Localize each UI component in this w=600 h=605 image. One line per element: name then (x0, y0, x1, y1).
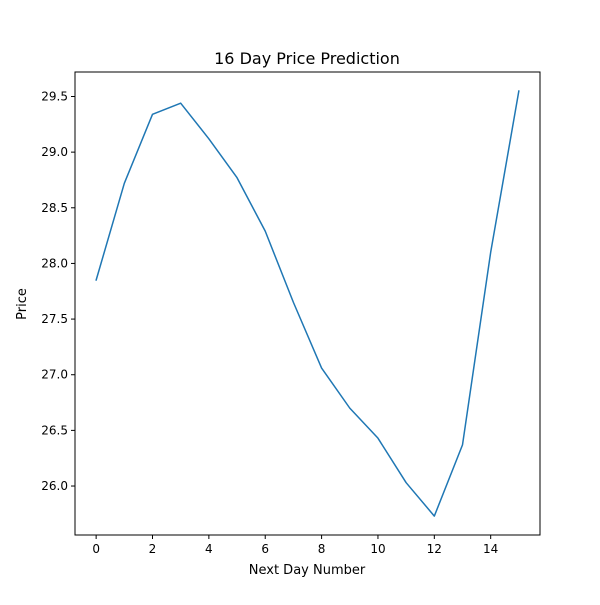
x-tick-label: 8 (318, 542, 326, 556)
x-tick-label: 12 (427, 542, 442, 556)
y-tick-label: 29.0 (41, 145, 68, 159)
x-axis-label: Next Day Number (249, 563, 366, 578)
y-tick-label: 26.0 (41, 479, 68, 493)
x-tick-label: 6 (261, 542, 269, 556)
x-tick-label: 10 (370, 542, 385, 556)
x-tick-label: 14 (483, 542, 498, 556)
y-tick-label: 27.5 (41, 312, 68, 326)
chart-title: 16 Day Price Prediction (214, 49, 400, 68)
plot-area-frame (75, 72, 540, 535)
series-line (96, 91, 519, 516)
y-tick-label: 27.0 (41, 368, 68, 382)
x-tick-label: 4 (205, 542, 213, 556)
y-tick-label: 29.5 (41, 89, 68, 103)
y-tick-label: 26.5 (41, 423, 68, 437)
y-axis-label: Price (15, 288, 30, 320)
x-tick-label: 2 (149, 542, 157, 556)
axis-ticks: 0 2 4 6 8 10 12 14 26.0 26.5 27.0 27.5 28.0 28.5 29.0 2… (41, 89, 498, 556)
y-tick-label: 28.0 (41, 256, 68, 270)
series-layer (96, 91, 519, 516)
x-tick-label: 0 (92, 542, 100, 556)
y-tick-label: 28.5 (41, 201, 68, 215)
